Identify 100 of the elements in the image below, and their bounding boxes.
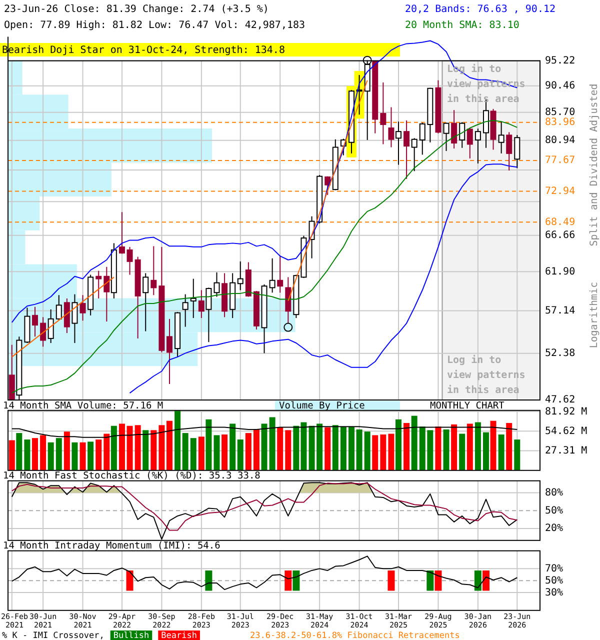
- bar: [237, 440, 244, 470]
- candlestick: [198, 290, 204, 319]
- chart-title: 14 Month Intraday Momentum (IMI): 54.6: [3, 540, 221, 552]
- candlestick: [277, 256, 284, 294]
- candlestick: [104, 266, 110, 322]
- candlestick: [182, 294, 188, 328]
- bar: [490, 420, 496, 470]
- bar: [40, 435, 46, 470]
- bar: [348, 426, 354, 470]
- candlestick: [269, 258, 276, 294]
- y-tick-label: 57.14: [545, 306, 576, 317]
- bar: [206, 419, 212, 470]
- candlestick: [466, 128, 473, 159]
- bar: [8, 440, 15, 470]
- bar: [451, 424, 458, 470]
- bar: [514, 440, 520, 470]
- bar: [190, 438, 196, 470]
- line-series: [11, 426, 518, 438]
- candlestick: [404, 120, 410, 180]
- bar: [285, 430, 292, 470]
- bar: [277, 427, 284, 470]
- y-tick-label: 90.46: [545, 80, 576, 92]
- bar: [214, 435, 220, 470]
- bar: [261, 424, 268, 470]
- bar: [269, 417, 276, 470]
- bar: [104, 434, 110, 470]
- candlestick: [459, 122, 466, 148]
- candlestick: [388, 106, 394, 148]
- candlestick: [214, 272, 220, 298]
- legend-title: % K - IMI Crossover,: [2, 631, 104, 640]
- candlestick: [451, 110, 458, 149]
- bar: [222, 434, 228, 470]
- bar: [506, 422, 512, 470]
- candlestick: [474, 128, 481, 164]
- candlestick: [506, 132, 512, 172]
- bar: [332, 425, 338, 470]
- bar: [411, 416, 418, 470]
- bar: [435, 426, 442, 470]
- bar: [110, 426, 117, 470]
- bar: [356, 429, 362, 470]
- annotation: Log in to view patterns in this area: [447, 354, 526, 396]
- bar: [388, 434, 394, 470]
- bar: [96, 440, 102, 470]
- bar: [466, 424, 473, 470]
- y-tick-label: 80.94: [545, 135, 576, 146]
- candlestick: [72, 294, 78, 344]
- ref-line-label: 68.49: [545, 216, 576, 228]
- candlestick: [443, 122, 450, 152]
- bar: [372, 435, 378, 470]
- bar: [459, 434, 466, 470]
- chart-title: 14 Month Fast Stochastic (%K) (%D): 35.3 33.8: [3, 470, 261, 482]
- candlestick: [514, 134, 520, 169]
- y-tick-label: 47.62: [545, 394, 576, 406]
- ref-line-label: 72.94: [545, 186, 576, 197]
- chart-subtitle: Open: 77.89 High: 81.82 Low: 76.47 Vol: 42,987,183: [4, 20, 306, 31]
- bar: [126, 426, 133, 470]
- candlestick: [118, 212, 125, 254]
- y-tick-label: 70%: [545, 563, 564, 574]
- annotation: MONTHLY CHART: [430, 400, 505, 412]
- text: 20 Month SMA: 83.10: [405, 20, 520, 31]
- ref-line-label: 77.67: [545, 155, 576, 166]
- candlestick: [56, 294, 62, 320]
- ref-line-label: 83.96: [545, 117, 576, 128]
- bar: [404, 422, 410, 470]
- y-tick-label: 80%: [545, 487, 564, 498]
- bar: [340, 426, 346, 470]
- candlestick: [40, 316, 46, 348]
- bar: [395, 419, 402, 470]
- text: Bearish: [161, 631, 197, 640]
- candlestick: [150, 246, 157, 296]
- candlestick: [142, 272, 149, 332]
- candlestick: [32, 306, 38, 338]
- candlestick: [380, 82, 386, 145]
- bar: [253, 429, 260, 470]
- bar: [64, 432, 70, 470]
- y-tick-label: 81.92 M: [545, 406, 588, 418]
- bar: [118, 424, 125, 470]
- bar: [198, 436, 204, 470]
- y-tick-label: 50%: [545, 575, 564, 586]
- bar: [230, 424, 236, 470]
- candlestick: [80, 294, 86, 322]
- bar: [142, 430, 149, 470]
- bar: [32, 438, 38, 470]
- candlestick: [190, 278, 196, 319]
- bar: [72, 442, 78, 470]
- bar: [182, 433, 188, 470]
- candlestick: [206, 287, 212, 343]
- chart-title: 14 Month SMA Volume: 57.16 M: [3, 400, 164, 412]
- bar: [24, 440, 30, 470]
- bar: [482, 432, 489, 470]
- bar: [364, 432, 370, 470]
- y-tick-label: 20%: [545, 523, 564, 534]
- bar: [150, 430, 157, 470]
- candlestick: [48, 308, 54, 344]
- bar: [324, 427, 331, 470]
- candlestick: [498, 121, 504, 154]
- bar: [16, 433, 22, 470]
- bar: [443, 429, 450, 470]
- candlestick: [395, 121, 402, 166]
- text: Bullish: [113, 631, 150, 640]
